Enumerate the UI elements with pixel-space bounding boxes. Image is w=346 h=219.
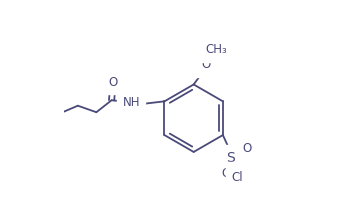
Text: O: O (221, 167, 231, 180)
Text: Cl: Cl (231, 171, 243, 184)
Text: NH: NH (122, 96, 140, 109)
Text: S: S (226, 151, 235, 165)
Text: O: O (201, 58, 210, 71)
Text: O: O (108, 76, 117, 89)
Text: O: O (242, 142, 252, 155)
Text: CH₃: CH₃ (206, 43, 227, 56)
